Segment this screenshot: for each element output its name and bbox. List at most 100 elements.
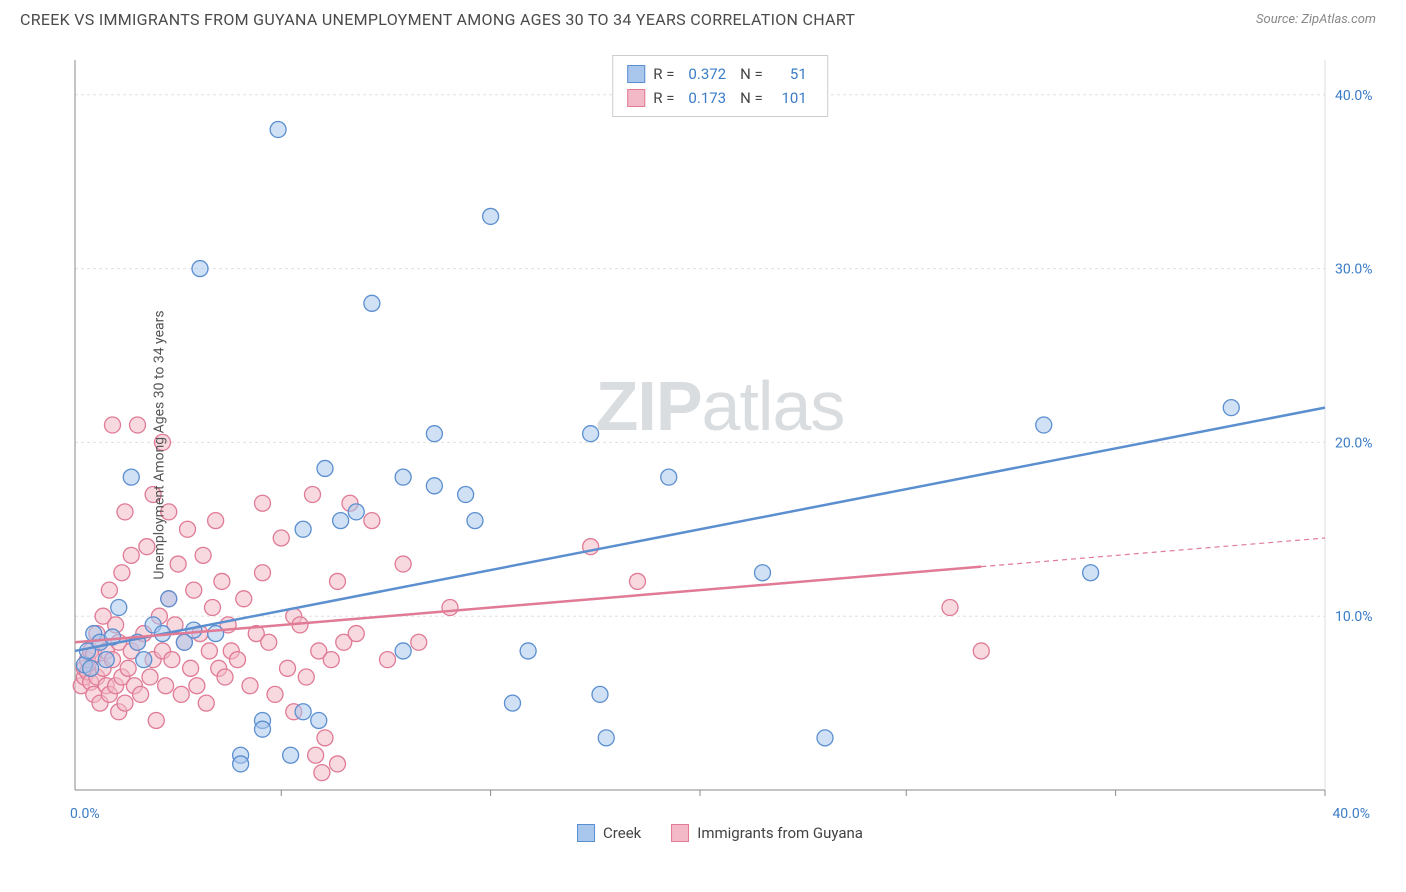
data-point <box>261 634 277 650</box>
data-point <box>255 565 271 581</box>
data-point <box>123 547 139 563</box>
data-point <box>198 695 214 711</box>
data-point <box>120 660 136 676</box>
y-tick-label: 30.0% <box>1335 262 1373 278</box>
x-tick-label: 0.0% <box>70 806 100 822</box>
y-axis-label: Unemployment Among Ages 30 to 34 years <box>152 310 168 579</box>
data-point <box>395 556 411 572</box>
data-point <box>317 730 333 746</box>
data-point <box>973 643 989 659</box>
data-point <box>395 469 411 485</box>
data-point <box>520 643 536 659</box>
data-point <box>333 513 349 529</box>
data-point <box>283 747 299 763</box>
data-point <box>442 600 458 616</box>
data-point <box>233 756 249 772</box>
data-point <box>255 495 271 511</box>
legend-row: R =0.372 N =51 <box>627 62 813 86</box>
scatter-chart: 10.0%20.0%30.0%40.0%0.0%40.0% <box>60 50 1380 840</box>
data-point <box>114 565 130 581</box>
legend-swatch <box>627 89 645 107</box>
data-point <box>230 652 246 668</box>
correlation-legend: R =0.372 N =51 R =0.173 N =101 <box>612 55 828 117</box>
data-point <box>280 660 296 676</box>
data-point <box>1036 417 1052 433</box>
y-tick-label: 10.0% <box>1335 609 1373 625</box>
data-point <box>817 730 833 746</box>
data-point <box>583 426 599 442</box>
chart-header: CREEK VS IMMIGRANTS FROM GUYANA UNEMPLOY… <box>0 0 1406 29</box>
data-point <box>105 417 121 433</box>
data-point <box>270 122 286 138</box>
data-point <box>661 469 677 485</box>
data-point <box>348 626 364 642</box>
data-point <box>170 556 186 572</box>
data-point <box>208 626 224 642</box>
y-tick-label: 40.0% <box>1335 88 1373 104</box>
series-legend: Creek Immigrants from Guyana <box>577 824 863 842</box>
data-point <box>236 591 252 607</box>
data-point <box>255 721 271 737</box>
chart-title: CREEK VS IMMIGRANTS FROM GUYANA UNEMPLOY… <box>20 10 855 29</box>
data-point <box>458 487 474 503</box>
data-point <box>298 669 314 685</box>
data-point <box>214 573 230 589</box>
data-point <box>111 600 127 616</box>
data-point <box>208 513 224 529</box>
legend-label: Immigrants from Guyana <box>697 824 863 842</box>
data-point <box>117 695 133 711</box>
data-point <box>1083 565 1099 581</box>
data-point <box>201 643 217 659</box>
legend-swatch <box>627 65 645 83</box>
data-point <box>192 261 208 277</box>
legend-item: Creek <box>577 824 641 842</box>
data-point <box>483 208 499 224</box>
legend-swatch <box>577 824 595 842</box>
data-point <box>942 600 958 616</box>
data-point <box>133 686 149 702</box>
data-point <box>142 669 158 685</box>
data-point <box>323 652 339 668</box>
data-point <box>314 765 330 781</box>
data-point <box>136 652 152 668</box>
data-point <box>205 600 221 616</box>
data-point <box>295 521 311 537</box>
data-point <box>148 712 164 728</box>
chart-container: Unemployment Among Ages 30 to 34 years 1… <box>60 50 1380 840</box>
source-attribution: Source: ZipAtlas.com <box>1256 12 1376 27</box>
data-point <box>164 652 180 668</box>
data-point <box>305 487 321 503</box>
data-point <box>273 530 289 546</box>
data-point <box>183 660 199 676</box>
data-point <box>217 669 233 685</box>
data-point <box>426 426 442 442</box>
y-tick-label: 20.0% <box>1335 435 1373 451</box>
data-point <box>161 591 177 607</box>
data-point <box>330 573 346 589</box>
data-point <box>186 582 202 598</box>
data-point <box>311 712 327 728</box>
data-point <box>173 686 189 702</box>
data-point <box>98 652 114 668</box>
data-point <box>592 686 608 702</box>
data-point <box>83 660 99 676</box>
data-point <box>755 565 771 581</box>
legend-item: Immigrants from Guyana <box>671 824 863 842</box>
data-point <box>180 521 196 537</box>
data-point <box>158 678 174 694</box>
data-point <box>380 652 396 668</box>
data-point <box>1223 400 1239 416</box>
data-point <box>117 504 133 520</box>
data-point <box>411 634 427 650</box>
legend-swatch <box>671 824 689 842</box>
data-point <box>630 573 646 589</box>
data-point <box>267 686 283 702</box>
data-point <box>364 513 380 529</box>
legend-row: R =0.173 N =101 <box>627 86 813 110</box>
data-point <box>505 695 521 711</box>
data-point <box>123 469 139 485</box>
data-point <box>295 704 311 720</box>
data-point <box>242 678 258 694</box>
data-point <box>130 417 146 433</box>
data-point <box>598 730 614 746</box>
